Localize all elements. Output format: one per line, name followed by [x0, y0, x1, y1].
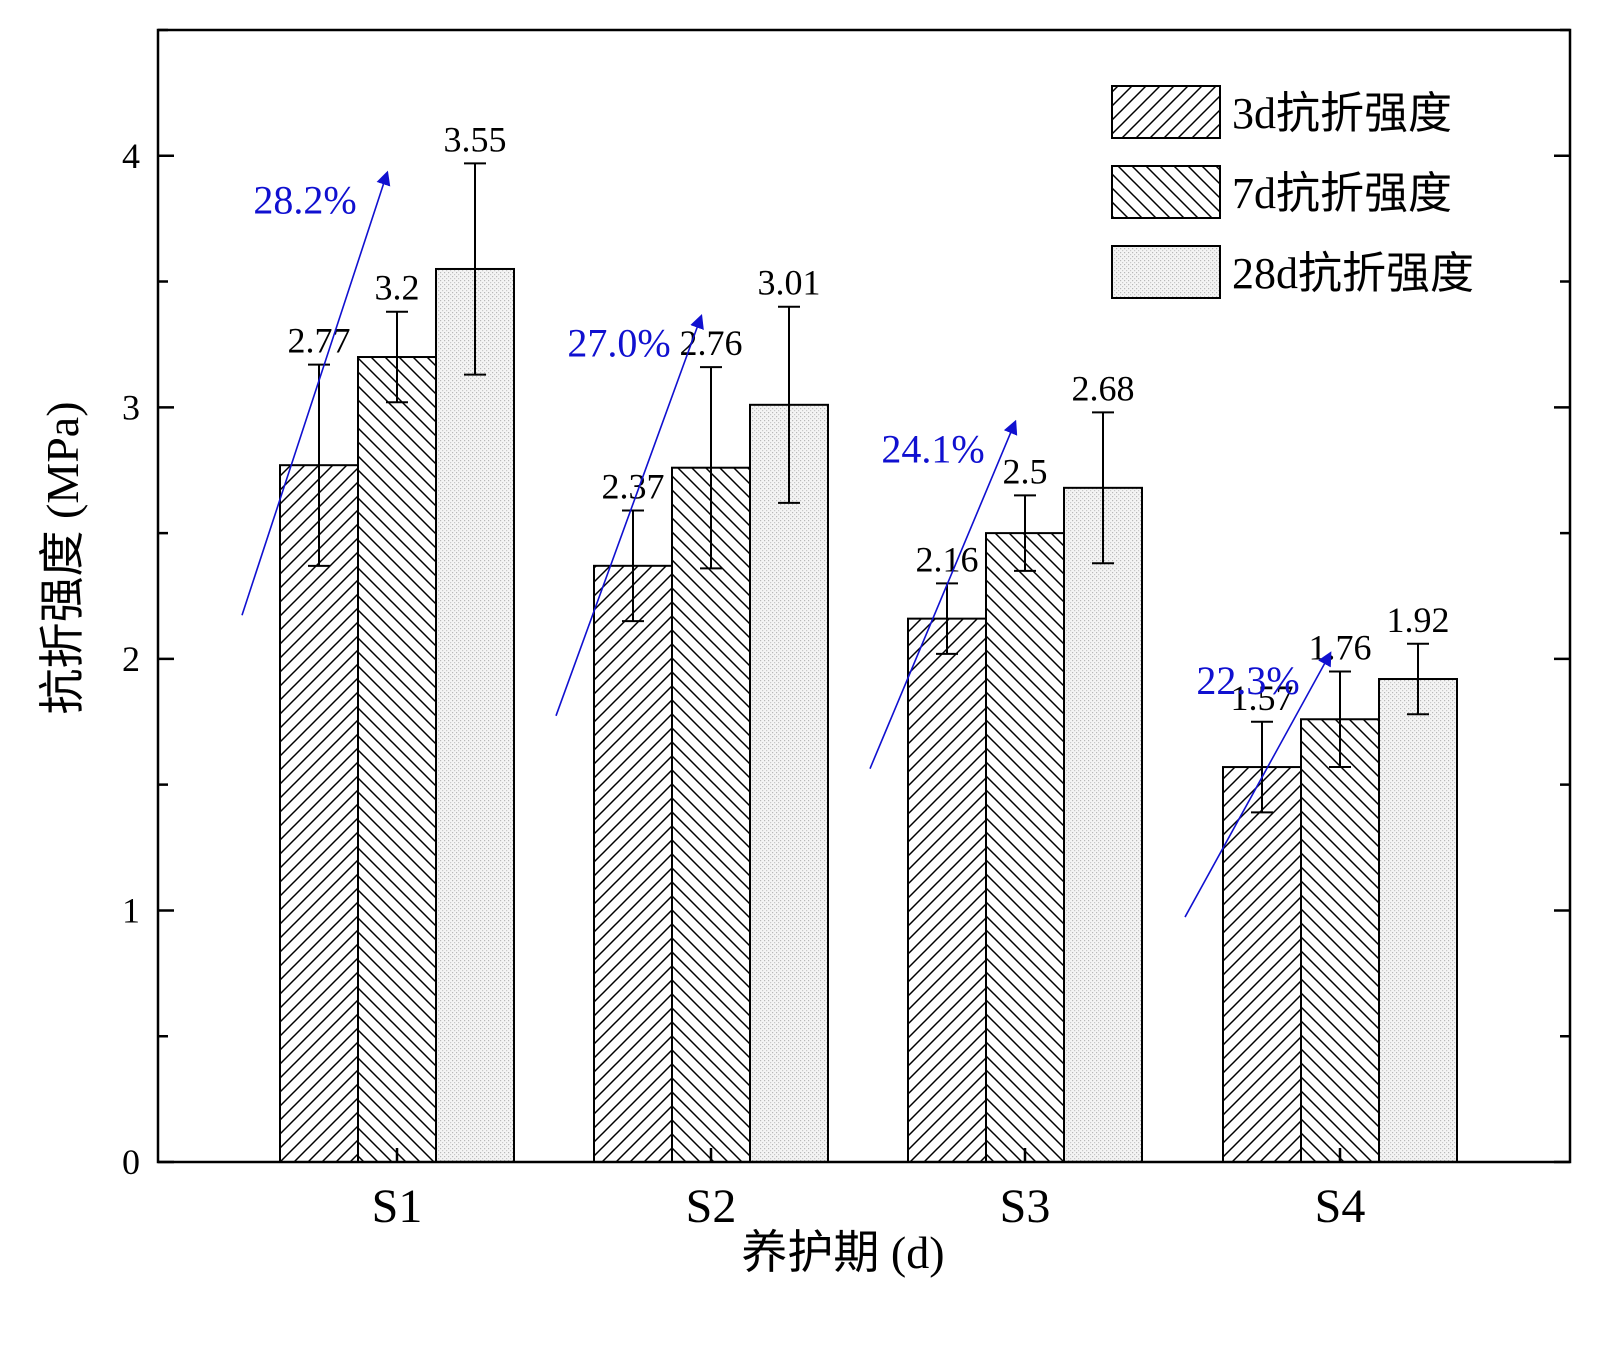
- bar-S4-2: [1300, 718, 1380, 1163]
- bar-S4-3: [1378, 678, 1458, 1163]
- legend-label: 7d抗折强度: [1232, 169, 1452, 218]
- increase-arrow: [555, 314, 704, 717]
- increase-label: 22.3%: [1196, 658, 1299, 703]
- bar-S2-3: [749, 403, 829, 1164]
- bar-S1-1: [279, 464, 359, 1163]
- legend: 3d抗折强度 7d抗折强度 28d抗折强度: [1111, 85, 1474, 299]
- legend-label: 3d抗折强度: [1232, 89, 1452, 138]
- data-label: 2.77: [288, 321, 351, 361]
- x-axis-title: 养护期 (d): [741, 1227, 944, 1278]
- data-label: 2.16: [916, 539, 979, 579]
- data-label: 1.76: [1309, 627, 1372, 667]
- error-bar-S4-3: [1407, 642, 1429, 716]
- data-label: 1.92: [1387, 600, 1450, 640]
- error-bar-S1-3: [464, 162, 486, 376]
- error-bar-S2-1: [622, 509, 644, 623]
- error-bar-S3-3: [1092, 411, 1114, 565]
- error-bar-S4-2: [1329, 670, 1351, 769]
- data-label: 1.57: [1231, 678, 1294, 718]
- x-tick-label: S4: [1315, 1180, 1366, 1233]
- increase-arrow: [241, 170, 391, 616]
- error-bar-S1-2: [386, 310, 408, 404]
- data-label: 3.01: [758, 263, 821, 303]
- legend-swatch-3: [1111, 245, 1221, 299]
- increase-label: 24.1%: [881, 426, 984, 471]
- x-tick-label: S2: [686, 1180, 737, 1233]
- error-bar-S2-2: [700, 366, 722, 570]
- data-label: 2.76: [680, 323, 743, 363]
- y-axis-title: 抗折强度 (MPa): [37, 401, 88, 714]
- data-label: 2.68: [1072, 368, 1135, 408]
- data-label: 3.55: [444, 119, 507, 159]
- error-bar-S3-2: [1014, 494, 1036, 572]
- increase-label: 28.2%: [253, 177, 356, 222]
- y-tick-label: 0: [122, 1142, 140, 1182]
- error-bar-S1-1: [308, 363, 330, 567]
- bar-S3-2: [985, 532, 1065, 1163]
- bar-S3-1: [907, 617, 987, 1163]
- increase-arrow: [869, 419, 1018, 769]
- legend-swatch-2: [1111, 165, 1221, 219]
- increase-arrow: [1184, 651, 1332, 918]
- data-label: 2.5: [1003, 451, 1048, 491]
- bar-S2-2: [671, 466, 751, 1163]
- bar-S1-2: [357, 356, 437, 1163]
- bar-S2-1: [593, 564, 673, 1163]
- data-label: 3.2: [375, 268, 420, 308]
- error-bar-S4-1: [1251, 720, 1273, 814]
- x-tick-label: S3: [1000, 1180, 1051, 1233]
- y-tick-label: 2: [122, 639, 140, 679]
- error-bar-S2-3: [778, 305, 800, 504]
- x-tick-label: S1: [372, 1180, 423, 1233]
- bar-S1-3: [435, 267, 515, 1163]
- legend-swatch-1: [1111, 85, 1221, 139]
- y-tick-label: 1: [122, 890, 140, 930]
- increase-label: 27.0%: [567, 321, 670, 366]
- legend-label: 28d抗折强度: [1232, 249, 1474, 298]
- plot-frame: [156, 28, 1572, 1164]
- y-tick-label: 4: [122, 136, 140, 176]
- y-tick-label: 3: [122, 387, 140, 427]
- bar-S3-3: [1063, 486, 1143, 1163]
- data-label: 2.37: [602, 466, 665, 506]
